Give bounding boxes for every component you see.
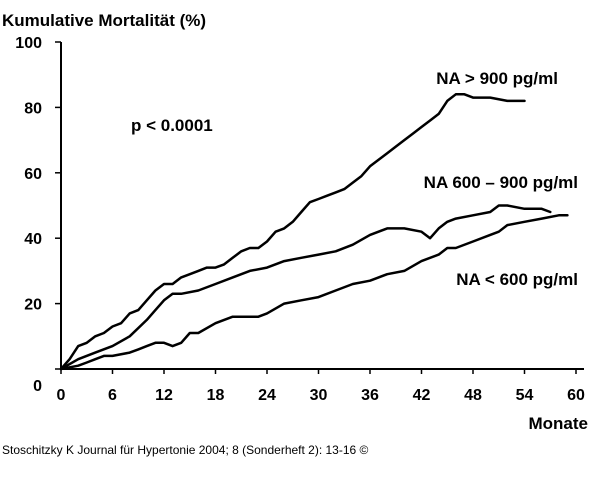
mortality-chart: Kumulative Mortalität (%) Monate p < 0.0…: [2, 11, 589, 433]
x-axis-label: Monate: [529, 414, 589, 433]
y-tick-label: 20: [24, 297, 42, 314]
series-line-2: [59, 204, 552, 371]
x-tick-label: 24: [258, 387, 276, 404]
series-labels: NA > 900 pg/ml NA 600 – 900 pg/ml NA < 600…: [424, 69, 578, 289]
source-citation: Stoschitzky K Journal für Hypertonie 200…: [2, 443, 369, 457]
x-tick-label: 6: [108, 387, 117, 404]
x-tick-label: 12: [155, 387, 173, 404]
y-tick-label: 100: [15, 35, 42, 52]
x-tick-label: 0: [57, 387, 66, 404]
series-label-3: NA < 600 pg/ml: [456, 270, 578, 289]
x-tick-label: 36: [361, 387, 379, 404]
x-tick-label: 42: [413, 387, 431, 404]
series-line-3: [59, 214, 569, 371]
y-tick-label: 40: [24, 231, 42, 248]
y-tick-label: 60: [24, 166, 42, 183]
x-tick-label: 48: [464, 387, 482, 404]
series-label-1: NA > 900 pg/ml: [436, 69, 558, 88]
x-tick-label: 54: [516, 387, 534, 404]
axes: [55, 41, 584, 374]
y-axis-label: Kumulative Mortalität (%): [2, 11, 206, 30]
tick-labels: 0 6 12 18 24 30 36 42 48 54 60 0 20 40 60 80 100: [15, 35, 585, 404]
y-tick-label: 80: [24, 100, 42, 117]
y-tick-label: 0: [33, 378, 42, 395]
series-line-1: [59, 93, 526, 371]
series-lines: [59, 93, 569, 371]
x-tick-label: 30: [310, 387, 328, 404]
p-value-annotation: p < 0.0001: [131, 116, 213, 135]
x-tick-label: 18: [207, 387, 225, 404]
series-label-2: NA 600 – 900 pg/ml: [424, 173, 578, 192]
x-tick-label: 60: [567, 387, 585, 404]
